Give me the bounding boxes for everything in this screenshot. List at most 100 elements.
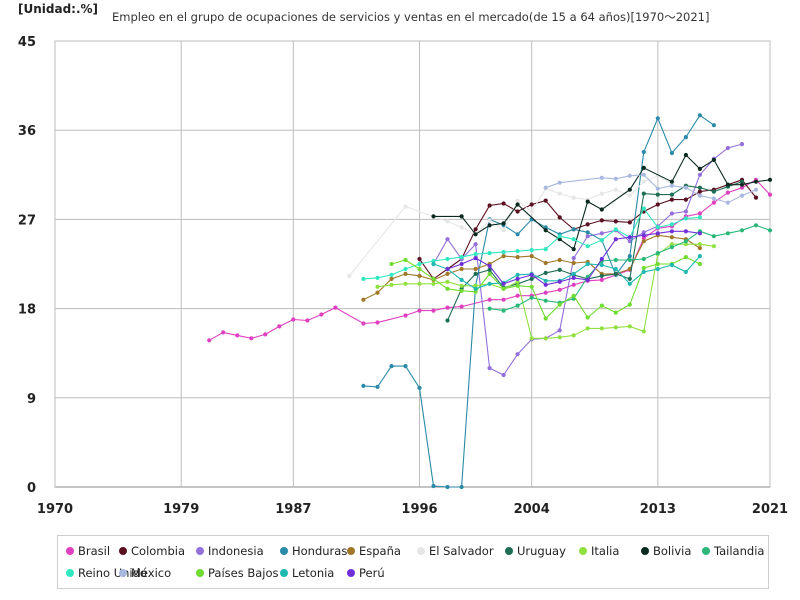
data-point-espana (445, 271, 450, 276)
data-point-brasil (291, 317, 296, 322)
data-point-brasil (235, 333, 240, 338)
data-point-colombia (697, 189, 703, 194)
data-point-el-salvador (571, 195, 576, 200)
legend-item[interactable]: Honduras (280, 544, 347, 558)
data-point-peru (473, 256, 478, 261)
data-point-reino-unido (543, 247, 548, 252)
data-point-paises-bajos (627, 302, 632, 307)
data-point-uruguay (739, 179, 745, 184)
data-point-italia (445, 279, 450, 284)
x-tick-label: 2004 (514, 502, 550, 517)
data-point-letonia (487, 281, 492, 286)
data-point-peru (683, 229, 689, 234)
data-point-indonesia (739, 142, 745, 147)
legend-item[interactable]: Indonesia (196, 544, 264, 558)
data-point-peru (515, 276, 520, 281)
legend-swatch (347, 569, 355, 577)
data-point-letonia (515, 272, 520, 277)
legend-item[interactable]: Tailandia (702, 544, 764, 558)
data-point-tailandia (501, 308, 506, 313)
data-point-brasil (725, 190, 731, 195)
data-point-colombia (529, 202, 534, 207)
legend-label: México (131, 566, 172, 580)
data-point-letonia (613, 266, 618, 272)
data-point-letonia (655, 266, 660, 272)
x-tick-label: 1970 (37, 502, 73, 517)
data-point-indonesia (473, 242, 478, 247)
data-point-reino-unido (585, 244, 590, 249)
data-point-el-salvador (529, 209, 534, 214)
data-point-bolivia (571, 247, 576, 252)
legend-item[interactable]: Bolivia (641, 544, 691, 558)
data-point-paises-bajos (641, 265, 646, 271)
data-point-honduras (683, 135, 689, 140)
legend-swatch (119, 569, 127, 577)
data-point-tailandia (655, 251, 660, 256)
legend-item[interactable]: El Salvador (417, 544, 494, 558)
legend-item[interactable]: Perú (347, 566, 385, 580)
data-point-brasil (319, 312, 324, 317)
legend-item[interactable]: Países Bajos (196, 566, 279, 580)
legend-item[interactable]: Colombia (119, 544, 185, 558)
legend-label: Brasil (78, 544, 111, 558)
data-point-tailandia (683, 239, 689, 244)
data-point-mexico (697, 193, 703, 198)
data-point-el-salvador (501, 228, 506, 233)
data-point-italia (613, 325, 618, 330)
data-point-peru (571, 275, 576, 280)
data-point-reino-unido (501, 250, 506, 255)
series-paises-bajos (389, 255, 703, 321)
data-point-peru (599, 256, 604, 262)
data-point-brasil (249, 336, 254, 341)
data-point-italia (403, 281, 408, 286)
data-point-reino-unido (655, 225, 660, 230)
data-point-honduras (389, 364, 394, 369)
series-mexico (543, 172, 759, 205)
data-point-espana (557, 257, 562, 263)
data-point-espana (459, 266, 464, 272)
data-point-reino-unido (529, 248, 534, 253)
legend-item[interactable]: España (347, 544, 401, 558)
data-point-indonesia (683, 209, 689, 214)
data-point-bolivia (501, 221, 506, 226)
data-point-honduras (543, 225, 548, 230)
legend-item[interactable]: Reino Unido (66, 566, 147, 580)
data-point-reino-unido (641, 206, 646, 211)
legend-item[interactable]: Italia (579, 544, 619, 558)
data-point-brasil (417, 308, 422, 313)
data-point-italia (375, 284, 380, 289)
data-point-el-salvador (515, 198, 520, 203)
data-point-peru (697, 231, 703, 236)
series-line-indonesia (433, 143, 743, 376)
data-point-colombia (627, 220, 632, 225)
legend-item[interactable]: México (119, 566, 171, 580)
legend-item[interactable]: Brasil (66, 544, 110, 558)
data-point-bolivia (683, 152, 689, 158)
data-point-brasil (361, 321, 366, 326)
data-point-reino-unido (361, 276, 366, 281)
data-point-espana (529, 254, 534, 259)
data-point-colombia (613, 219, 618, 224)
data-point-paises-bajos (487, 271, 492, 276)
data-point-bolivia (669, 179, 675, 184)
data-point-tailandia (753, 223, 759, 228)
legend-item[interactable]: Uruguay (505, 544, 566, 558)
series-brasil (207, 177, 773, 343)
legend-label: El Salvador (429, 544, 494, 558)
data-point-tailandia (711, 234, 717, 239)
data-point-colombia (655, 202, 660, 207)
data-point-paises-bajos (585, 315, 590, 320)
data-point-italia (599, 326, 604, 331)
data-point-italia (431, 281, 436, 286)
x-tick-label: 2013 (640, 502, 676, 517)
data-point-espana (515, 255, 520, 260)
legend-item[interactable]: Letonia (280, 566, 334, 580)
x-tick-label: 1979 (163, 502, 199, 517)
data-point-italia (459, 283, 464, 288)
data-point-espana (375, 290, 380, 295)
legend-label: Letonia (292, 566, 335, 580)
data-point-honduras (641, 149, 646, 155)
series-peru (445, 229, 703, 287)
x-tick-label: 2021 (752, 502, 788, 517)
data-point-honduras (403, 364, 408, 369)
